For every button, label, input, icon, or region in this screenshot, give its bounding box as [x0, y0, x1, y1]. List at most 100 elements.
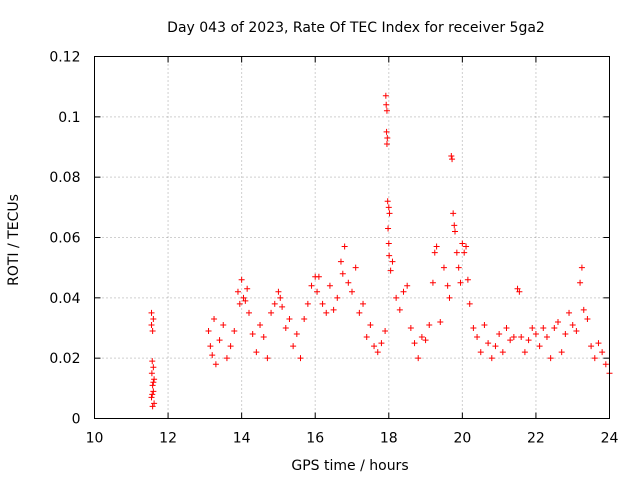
data-point	[286, 315, 293, 322]
data-point	[211, 315, 218, 322]
data-point	[383, 101, 390, 108]
data-point	[326, 282, 333, 289]
data-point	[433, 243, 440, 250]
x-tick-label: 18	[380, 431, 398, 447]
y-tick-label: 0.08	[49, 170, 80, 186]
data-point	[341, 243, 348, 250]
data-point	[474, 334, 481, 341]
data-point	[297, 355, 304, 362]
data-point	[148, 309, 155, 316]
data-point	[384, 134, 391, 141]
data-point	[337, 258, 344, 265]
data-point	[578, 264, 585, 271]
data-point	[216, 337, 223, 344]
data-point	[464, 276, 471, 283]
data-point	[374, 349, 381, 356]
data-point	[459, 240, 466, 247]
data-point	[212, 361, 219, 368]
y-tick-label: 0.02	[49, 351, 80, 367]
data-point	[268, 309, 275, 316]
y-tick-label: 0	[72, 412, 81, 428]
y-tick-label: 0.12	[49, 50, 80, 66]
data-point	[246, 309, 252, 316]
data-point	[440, 264, 447, 271]
data-point	[577, 279, 584, 286]
data-point	[444, 282, 451, 289]
data-point	[431, 249, 438, 256]
data-point	[536, 343, 543, 350]
data-point	[558, 349, 565, 356]
data-point	[385, 204, 392, 211]
data-point	[244, 285, 251, 292]
data-point	[588, 343, 595, 350]
data-point	[345, 279, 352, 286]
data-point	[429, 279, 436, 286]
data-point	[323, 309, 330, 316]
data-point	[371, 343, 378, 350]
data-point	[580, 306, 587, 313]
data-point	[448, 153, 455, 160]
data-point	[271, 300, 278, 307]
data-point	[382, 92, 389, 99]
data-point	[382, 328, 389, 335]
data-point	[461, 249, 468, 256]
data-point	[242, 297, 249, 304]
data-point	[411, 340, 418, 347]
data-point	[540, 325, 547, 331]
data-point	[529, 325, 536, 331]
data-point	[449, 156, 456, 163]
y-axis-label: ROTI / TECUs	[6, 194, 22, 286]
data-point	[277, 294, 284, 301]
data-point	[547, 355, 554, 362]
data-point	[149, 382, 156, 389]
data-point	[446, 294, 453, 301]
data-point	[516, 288, 523, 295]
data-point	[384, 198, 391, 205]
data-point	[220, 321, 227, 328]
data-point	[385, 240, 392, 247]
data-point	[407, 325, 414, 331]
data-point	[205, 328, 212, 335]
data-point	[532, 331, 539, 338]
y-tick-label: 0.06	[49, 231, 80, 247]
data-point	[518, 334, 525, 341]
data-point	[569, 321, 576, 328]
data-point	[236, 300, 243, 307]
x-tick-label: 16	[306, 431, 324, 447]
data-point	[223, 355, 230, 362]
data-point	[367, 321, 374, 328]
data-point	[378, 340, 385, 347]
y-tick-label: 0.1	[58, 110, 80, 126]
data-point	[148, 321, 155, 328]
data-point	[492, 343, 499, 350]
data-point	[507, 337, 514, 344]
data-point	[400, 288, 407, 295]
data-point	[334, 294, 341, 301]
data-point	[275, 288, 282, 295]
data-point	[148, 394, 155, 401]
x-tick-label: 24	[601, 431, 619, 447]
chart-title: Day 043 of 2023, Rate Of TEC Index for r…	[167, 20, 545, 36]
data-point	[496, 331, 503, 338]
data-point	[150, 364, 157, 371]
data-point	[319, 300, 326, 307]
grid-layer	[94, 56, 610, 419]
data-point	[290, 343, 297, 350]
data-point	[304, 300, 311, 307]
data-point	[330, 306, 337, 313]
data-point	[451, 222, 458, 229]
data-point	[385, 225, 392, 232]
x-tick-label: 20	[453, 431, 471, 447]
data-point	[599, 349, 606, 356]
data-point	[566, 309, 573, 316]
data-point	[240, 294, 247, 301]
data-point	[418, 334, 425, 341]
data-point	[253, 349, 260, 356]
data-point	[282, 325, 289, 331]
data-point	[386, 252, 393, 259]
x-axis-label: GPS time / hours	[291, 458, 408, 474]
data-point	[308, 282, 315, 289]
x-tick-label: 22	[527, 431, 545, 447]
data-point	[452, 228, 458, 235]
